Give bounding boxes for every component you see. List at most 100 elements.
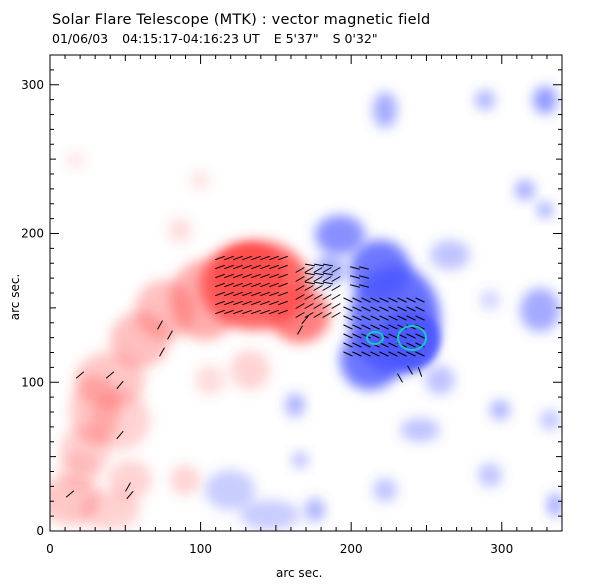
vector-segment	[233, 300, 243, 306]
vector-segment	[350, 266, 360, 270]
vector-segment	[269, 291, 279, 297]
vector-segment	[278, 300, 288, 306]
vector-segment	[224, 273, 234, 279]
polarity-blob	[205, 470, 255, 510]
vector-segment	[352, 351, 362, 357]
vector-segment	[224, 309, 234, 315]
vector-segment	[269, 264, 279, 270]
vector-segment	[361, 342, 371, 348]
vector-segment	[224, 300, 234, 306]
south-offset: S 0'32"	[332, 31, 378, 46]
polarity-blob	[190, 170, 210, 190]
vector-segment	[297, 325, 303, 335]
polarity-blob	[425, 365, 455, 395]
x-tick-label: 100	[189, 542, 212, 556]
contour-ring	[397, 325, 427, 351]
vector-segment	[322, 294, 332, 300]
polarity-blob	[515, 180, 535, 200]
vector-segment	[313, 303, 323, 309]
vector-segment	[388, 306, 398, 312]
vector-segment	[379, 315, 389, 321]
y-tick-label: 300	[21, 78, 44, 92]
vector-segment	[370, 297, 380, 303]
vector-segment	[313, 272, 325, 276]
vector-segment	[233, 309, 243, 315]
polarity-blob	[478, 463, 502, 487]
vector-segment	[331, 276, 341, 282]
vector-segment	[361, 324, 371, 330]
polarity-blob	[350, 240, 410, 300]
vector-segment	[116, 430, 124, 440]
y-tick-label: 100	[21, 375, 44, 389]
polarity-blob	[537, 202, 553, 218]
observation-date: 01/06/03	[52, 31, 109, 46]
vector-segment	[251, 282, 261, 288]
vector-segment	[251, 273, 261, 279]
vector-segment	[242, 255, 252, 261]
vector-segment	[125, 482, 131, 492]
vector-segment	[304, 312, 314, 318]
vector-segment	[295, 294, 305, 300]
vector-segment	[116, 380, 124, 390]
vector-segment	[388, 315, 398, 321]
vector-segment	[260, 255, 270, 261]
vector-segment	[304, 294, 314, 300]
polarity-blob	[315, 255, 345, 285]
vector-segment	[397, 351, 407, 357]
vector-segment	[251, 291, 261, 297]
vector-segment	[157, 320, 163, 330]
vector-segment	[322, 276, 332, 282]
vector-segment	[343, 297, 353, 303]
vector-segment	[379, 324, 389, 330]
vector-segment	[278, 291, 288, 297]
vector-segment	[352, 324, 362, 330]
vector-segment	[417, 367, 423, 377]
vector-segment	[224, 282, 234, 288]
vector-segment	[304, 272, 316, 276]
vector-segment	[379, 342, 389, 348]
vector-segment	[313, 267, 323, 273]
polarity-blob	[520, 288, 560, 332]
vector-segment	[415, 306, 425, 312]
vector-segment	[242, 291, 252, 297]
vector-segment	[361, 315, 371, 321]
vector-segment	[406, 342, 416, 348]
vector-segment	[352, 342, 362, 348]
vector-segment	[313, 294, 323, 300]
vector-segment	[352, 306, 362, 312]
polarity-blob	[80, 490, 140, 530]
vector-segment	[242, 273, 252, 279]
vector-segment	[415, 333, 425, 339]
y-tick-label: 200	[21, 227, 44, 241]
polarity-blob	[540, 410, 560, 430]
vector-segment	[406, 351, 416, 357]
vector-segment	[352, 333, 362, 339]
vector-segment	[379, 297, 389, 303]
polarity-blob	[480, 290, 500, 310]
vector-segment	[361, 333, 371, 339]
vector-segment	[407, 365, 413, 375]
vector-segment	[361, 306, 371, 312]
vector-segment	[215, 255, 225, 261]
polarity-blob	[315, 215, 365, 255]
vector-segment	[361, 351, 371, 357]
polarity-blob	[285, 393, 305, 417]
vector-segment	[415, 297, 425, 303]
x-axis-label: arc sec.	[276, 566, 323, 580]
vector-segment	[251, 300, 261, 306]
vector-segment	[159, 347, 165, 357]
vector-segment	[343, 315, 353, 321]
observation-info: 01/06/03 04:15:17-04:16:23 UT E 5'37" S 0'3…	[52, 31, 392, 46]
vector-segment	[260, 282, 270, 288]
vector-segment	[304, 285, 314, 291]
vector-segment	[331, 285, 341, 291]
polarity-blob	[430, 240, 470, 270]
vector-segment	[343, 333, 353, 339]
vector-segment	[322, 272, 334, 276]
polarity-blob	[305, 498, 325, 522]
vector-segment	[343, 342, 353, 348]
vector-segment	[322, 281, 334, 285]
vector-segment	[65, 490, 75, 498]
vector-segment	[269, 282, 279, 288]
vector-segment	[260, 264, 270, 270]
